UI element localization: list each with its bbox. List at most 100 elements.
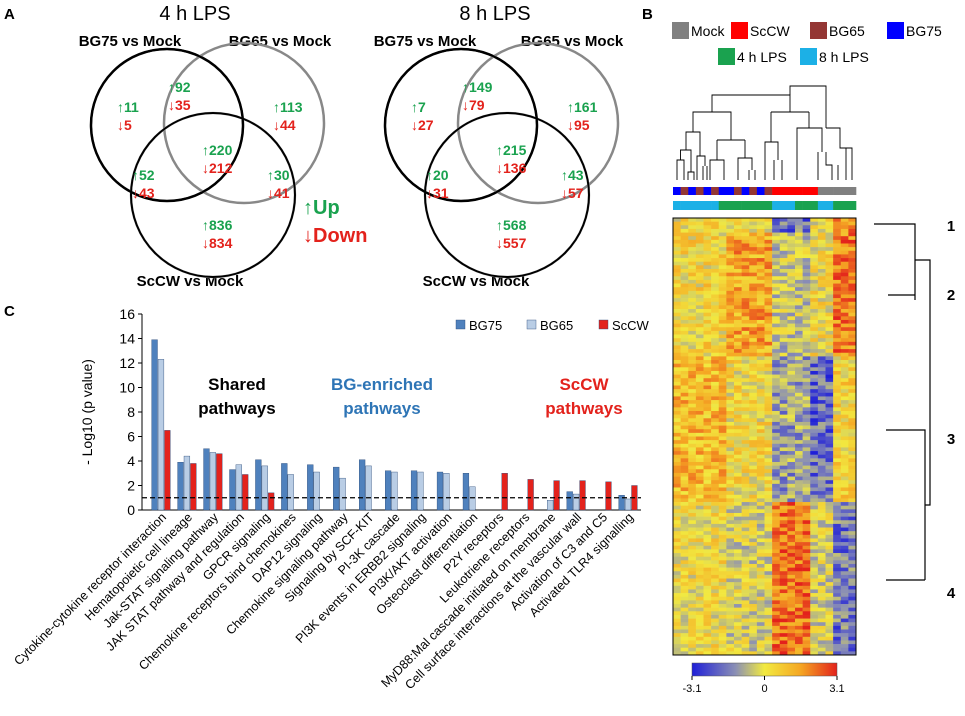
heatmap-cell — [772, 305, 781, 310]
heatmap-cell — [741, 232, 750, 237]
heatmap-cell — [756, 385, 765, 390]
heatmap-cell — [795, 647, 803, 652]
heatmap-cell — [673, 261, 681, 266]
heatmap-cell — [726, 629, 735, 634]
heatmap-cell — [825, 400, 834, 405]
heatmap-cell — [825, 425, 834, 430]
heatmap-cell — [756, 247, 765, 252]
heatmap-cell — [787, 629, 796, 634]
heatmap-cell — [764, 494, 773, 499]
heatmap-cell — [756, 403, 765, 408]
heatmap-cell — [825, 338, 834, 343]
region-bg65-only-up: ↑161 — [567, 99, 598, 115]
heatmap-cell — [734, 498, 742, 503]
heatmap-cell — [749, 553, 758, 557]
bar-bg75 — [618, 495, 625, 511]
heatmap-cell — [695, 407, 704, 412]
heatmap-cell — [718, 411, 727, 415]
heatmap-cell — [711, 476, 720, 481]
heatmap-cell — [695, 527, 704, 532]
heatmap-cell — [695, 381, 704, 386]
heatmap-cell — [840, 429, 849, 434]
dendrogram-root — [874, 223, 916, 300]
heatmap-cell — [840, 512, 849, 517]
heatmap-cell — [711, 381, 720, 386]
heatmap-cell — [779, 381, 788, 386]
heatmap-cell — [734, 294, 742, 299]
heatmap-cell — [711, 523, 720, 528]
heatmap-cell — [711, 338, 720, 343]
bar-bg75 — [229, 469, 236, 511]
heatmap-cell — [833, 334, 842, 339]
x-tick-label: Hematopoietic cell lineage — [82, 510, 195, 623]
heatmap-cell — [703, 279, 712, 284]
legend-swatch — [731, 22, 748, 39]
heatmap-cell — [810, 498, 819, 503]
heatmap-cell — [840, 611, 849, 616]
region-bg75-only-up: ↑11 — [117, 99, 139, 115]
y-tick-label: 10 — [119, 380, 135, 396]
heatmap-cell — [680, 647, 689, 652]
heatmap-cell — [749, 607, 758, 612]
heatmap-cell — [718, 538, 727, 543]
heatmap-cell — [810, 553, 819, 557]
heatmap-cell — [825, 294, 834, 299]
heatmap-cell — [848, 447, 857, 452]
heatmap-cell — [810, 218, 819, 222]
heatmap-cell — [810, 290, 819, 295]
heatmap-cell — [795, 334, 803, 339]
heatmap-cell — [756, 578, 765, 583]
heatmap-cell — [703, 560, 712, 565]
heatmap-cell — [779, 345, 788, 350]
heatmap-cell — [833, 574, 842, 579]
heatmap-cell — [764, 287, 773, 292]
heatmap-cell — [680, 487, 689, 492]
treatment-cell — [795, 187, 803, 195]
heatmap-cell — [695, 589, 704, 594]
heatmap-cell — [734, 239, 742, 244]
heatmap-cell — [688, 593, 697, 598]
heatmap-cell — [711, 607, 720, 612]
heatmap-cell — [741, 319, 750, 324]
heatmap-cell — [779, 312, 788, 317]
heatmap-cell — [726, 323, 735, 328]
heatmap-cell — [840, 250, 849, 255]
updown-legend: ↑Up ↓Down — [303, 197, 367, 247]
heatmap-cell — [795, 268, 803, 273]
heatmap-cell — [741, 458, 750, 463]
heatmap-cell — [840, 294, 849, 299]
heatmap-cell — [695, 418, 704, 423]
heatmap-cell — [741, 443, 750, 448]
heatmap-cell — [833, 381, 842, 386]
heatmap-cell — [795, 294, 803, 299]
heatmap-cell — [833, 553, 842, 557]
heatmap-cell — [680, 512, 689, 517]
heatmap-cell — [764, 472, 773, 477]
heatmap-cell — [688, 254, 697, 259]
heatmap-cell — [772, 218, 781, 222]
treatment-cell — [787, 187, 796, 195]
heatmap-cell — [795, 596, 803, 601]
heatmap-cell — [787, 429, 796, 434]
heatmap-cell — [802, 301, 811, 306]
heatmap-cell — [749, 644, 758, 649]
heatmap-cell — [787, 407, 796, 412]
heatmap-cell — [802, 283, 811, 288]
heatmap-cell — [695, 411, 704, 415]
heatmap-cell — [673, 567, 681, 572]
heatmap-cell — [673, 436, 681, 441]
heatmap-cell — [848, 538, 857, 543]
heatmap-cell — [673, 400, 681, 405]
heatmap-cell — [802, 625, 811, 630]
heatmap-cell — [718, 509, 727, 514]
heatmap-cell — [787, 247, 796, 252]
heatmap-cell — [741, 301, 750, 306]
heatmap-cell — [756, 411, 765, 415]
heatmap-cell — [825, 272, 834, 277]
heatmap-cell — [673, 454, 681, 459]
heatmap-cell — [840, 330, 849, 335]
heatmap-cell — [848, 392, 857, 397]
heatmap-cell — [695, 498, 704, 503]
heatmap-cell — [772, 389, 781, 394]
heatmap-cell — [833, 294, 842, 299]
